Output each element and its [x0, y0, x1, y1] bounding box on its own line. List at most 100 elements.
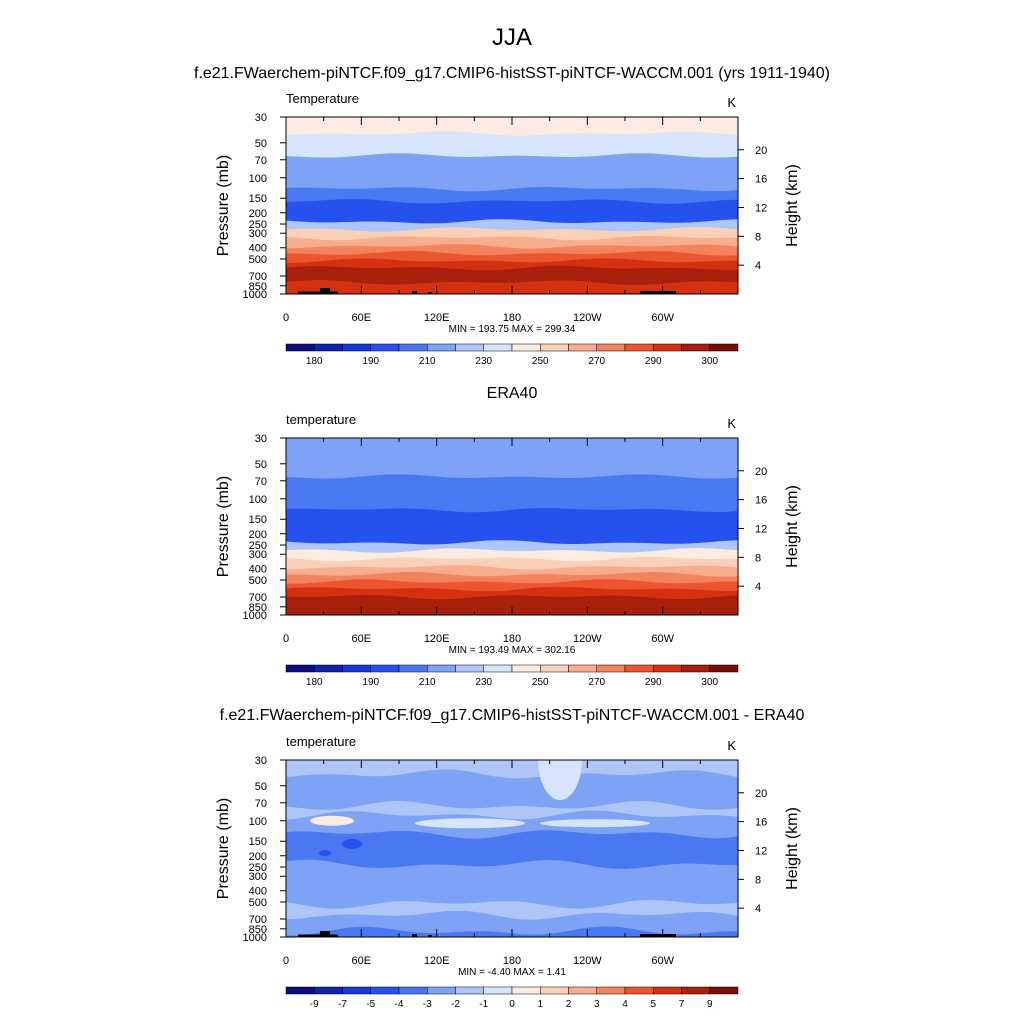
colorbar-swatch	[681, 343, 710, 352]
colorbar-swatch	[455, 343, 484, 352]
colorbar-swatch	[427, 343, 456, 352]
y-tick-label: 100	[249, 173, 267, 185]
colorbar-swatch	[370, 664, 400, 673]
topography-block	[412, 934, 417, 937]
x-tick-label: 180	[503, 312, 521, 324]
colorbar-label: 300	[701, 677, 718, 688]
colorbar-label: 7	[679, 999, 685, 1010]
colorbar-swatch	[342, 986, 371, 995]
y-tick-label: 30	[255, 433, 267, 445]
contour-band	[286, 162, 738, 192]
colorbar-swatch	[511, 343, 541, 352]
contour-blob	[310, 815, 354, 826]
colorbar-label: 230	[475, 356, 492, 367]
y-right-tick-label: 20	[755, 788, 767, 800]
colorbar-swatch	[568, 343, 597, 352]
colorbar-swatch	[540, 986, 569, 995]
colorbar-swatch	[681, 664, 710, 673]
panel-title: ERA40	[487, 385, 538, 402]
colorbar-label: -4	[395, 999, 404, 1010]
colorbar-label: 210	[419, 677, 436, 688]
panel-variable-label: temperature	[286, 734, 356, 749]
colorbar-label: -5	[366, 999, 375, 1010]
colorbar-swatch	[653, 343, 682, 352]
y-tick-label: 50	[255, 138, 267, 150]
colorbar-swatch	[370, 343, 400, 352]
y-tick-label: 70	[255, 798, 267, 810]
colorbar-swatch	[540, 664, 569, 673]
colorbar-label: 210	[419, 356, 436, 367]
min-max-stats: MIN = 193.49 MAX = 302.16	[449, 645, 576, 656]
y-right-tick-label: 8	[755, 552, 761, 564]
y-tick-label: 300	[249, 228, 267, 240]
y-tick-label: 850	[249, 602, 267, 614]
y-tick-label: 50	[255, 459, 267, 471]
y-tick-label: 100	[249, 494, 267, 506]
page-title: JJA	[492, 24, 532, 51]
colorbar-swatch	[427, 664, 456, 673]
x-tick-label: 60E	[352, 633, 372, 645]
colorbar-swatch	[398, 986, 428, 995]
x-tick-label: 60W	[651, 955, 674, 967]
colorbar-swatch	[314, 986, 343, 995]
contour-band	[286, 483, 738, 513]
colorbar-swatch	[285, 664, 315, 673]
topography-block	[412, 291, 417, 294]
colorbar-swatch	[398, 343, 428, 352]
y-tick-label: 500	[249, 897, 267, 909]
colorbar-label: 3	[594, 999, 600, 1010]
y-right-tick-label: 8	[755, 231, 761, 243]
colorbar-label: -2	[451, 999, 460, 1010]
y-tick-label: 1000	[243, 610, 267, 622]
colorbar: 180 190 210 230 250 270 290 300	[285, 664, 739, 688]
y-axis-label: Pressure (mb)	[215, 476, 232, 577]
colorbar-swatch	[455, 986, 484, 995]
y-tick-label: 70	[255, 476, 267, 488]
colorbar-swatch	[427, 986, 456, 995]
colorbar-label: 5	[650, 999, 656, 1010]
y-tick-label: 200	[249, 851, 267, 863]
x-tick-label: 0	[283, 955, 289, 967]
y-right-tick-label: 20	[755, 145, 767, 157]
y-tick-label: 150	[249, 836, 267, 848]
colorbar-swatch	[596, 986, 626, 995]
contour-blob	[319, 850, 331, 857]
colorbar-label: 1	[537, 999, 543, 1010]
x-tick-label: 0	[283, 633, 289, 645]
x-tick-label: 120W	[573, 955, 602, 967]
contour-blob	[635, 917, 675, 926]
x-tick-label: 120E	[424, 312, 450, 324]
contour-blob	[538, 760, 582, 800]
colorbar-label: 290	[645, 356, 662, 367]
y-tick-label: 70	[255, 155, 267, 167]
y-axis-label: Pressure (mb)	[215, 798, 232, 899]
topography-block	[428, 935, 432, 937]
y-right-tick-label: 16	[755, 495, 767, 507]
y-tick-label: 1000	[243, 932, 267, 944]
y-tick-label: 250	[249, 862, 267, 874]
y-tick-label: 400	[249, 886, 267, 898]
topography-block	[320, 288, 330, 294]
x-tick-label: 60E	[352, 955, 372, 967]
min-max-stats: MIN = -4.40 MAX = 1.41	[458, 967, 566, 978]
colorbar-swatch	[540, 343, 569, 352]
y-tick-label: 300	[249, 549, 267, 561]
panel-units-label: K	[727, 416, 736, 431]
y-right-tick-label: 16	[755, 174, 767, 186]
colorbar-label: 290	[645, 677, 662, 688]
y-axis-label: Pressure (mb)	[215, 155, 232, 256]
panel-title: f.e21.FWaerchem-piNTCF.f09_g17.CMIP6-his…	[220, 707, 805, 724]
y-right-tick-label: 20	[755, 466, 767, 478]
topography-block	[428, 292, 432, 294]
colorbar-swatch	[624, 664, 654, 673]
colorbar-swatch	[370, 986, 400, 995]
y-tick-label: 700	[249, 271, 267, 283]
panels: Temperature K0 60E 120E 180 120W 60W3050701001…	[215, 91, 804, 1010]
topography-block	[298, 934, 338, 937]
colorbar-label: -3	[423, 999, 432, 1010]
x-tick-label: 60W	[651, 633, 674, 645]
colorbar-label: 180	[306, 677, 323, 688]
colorbar-label: 180	[306, 356, 323, 367]
